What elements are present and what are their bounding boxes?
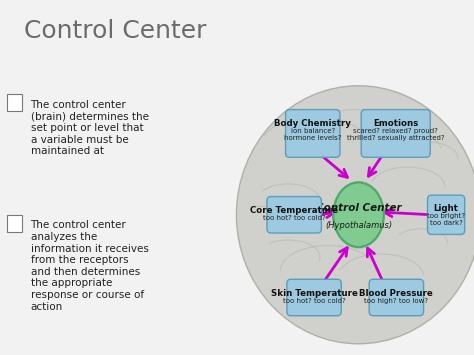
FancyBboxPatch shape [285, 110, 340, 157]
Text: Light: Light [434, 204, 458, 213]
Text: Control Center: Control Center [316, 203, 401, 213]
FancyBboxPatch shape [7, 94, 22, 111]
Text: The control center
(brain) determines the
set point or level that
a variable mus: The control center (brain) determines th… [30, 100, 148, 156]
FancyBboxPatch shape [7, 215, 22, 231]
Text: (Hypothalamus): (Hypothalamus) [325, 221, 392, 230]
FancyBboxPatch shape [369, 279, 424, 316]
Text: Core Temperature: Core Temperature [250, 206, 338, 215]
Text: Control Center: Control Center [24, 19, 206, 43]
Text: Emotions: Emotions [373, 119, 419, 128]
Text: Body Chemistry: Body Chemistry [274, 119, 351, 128]
Text: ion balance?
hormone levels?: ion balance? hormone levels? [284, 128, 341, 141]
Text: too high? too low?: too high? too low? [365, 297, 428, 304]
FancyBboxPatch shape [267, 197, 321, 233]
Text: too bright?
too dark?: too bright? too dark? [427, 213, 465, 226]
Ellipse shape [237, 86, 474, 344]
Text: The control center
analyzes the
information it receives
from the receptors
and t: The control center analyzes the informat… [30, 220, 148, 312]
FancyBboxPatch shape [361, 110, 430, 157]
Text: Skin Temperature: Skin Temperature [271, 289, 357, 297]
FancyBboxPatch shape [287, 279, 341, 316]
FancyBboxPatch shape [428, 195, 465, 234]
Text: scared? relaxed? proud?
thrilled? sexually attracted?: scared? relaxed? proud? thrilled? sexual… [347, 128, 445, 141]
Text: too hot? too cold?: too hot? too cold? [263, 215, 326, 221]
Text: Blood Pressure: Blood Pressure [359, 289, 433, 297]
Ellipse shape [332, 181, 385, 248]
Text: too hot? too cold?: too hot? too cold? [283, 297, 346, 304]
Ellipse shape [333, 182, 384, 247]
